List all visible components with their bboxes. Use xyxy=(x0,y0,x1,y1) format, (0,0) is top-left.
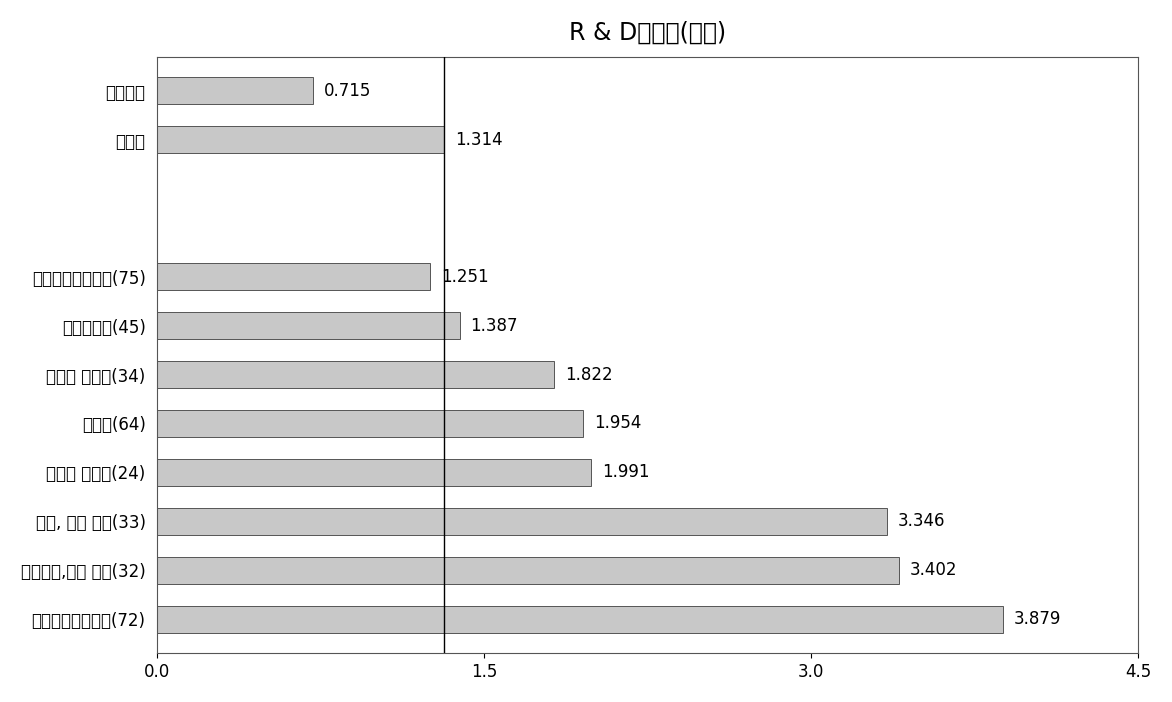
Bar xyxy=(157,361,554,388)
Bar xyxy=(157,557,899,584)
Title: R & D집약도(평균): R & D집약도(평균) xyxy=(570,21,727,45)
Text: 1.822: 1.822 xyxy=(565,366,613,383)
Text: 3.402: 3.402 xyxy=(909,562,958,579)
Bar xyxy=(157,263,430,290)
Bar xyxy=(157,77,313,104)
Text: 1.991: 1.991 xyxy=(602,463,649,482)
Text: 3.879: 3.879 xyxy=(1014,610,1061,628)
Text: 0.715: 0.715 xyxy=(325,81,372,100)
Bar xyxy=(157,126,444,153)
Bar xyxy=(157,410,584,437)
Text: 3.346: 3.346 xyxy=(898,512,945,530)
Text: 1.251: 1.251 xyxy=(441,267,489,286)
Bar xyxy=(157,508,886,535)
Bar xyxy=(157,459,591,486)
Text: 1.954: 1.954 xyxy=(594,414,641,432)
Bar xyxy=(157,606,1003,633)
Text: 1.314: 1.314 xyxy=(455,131,503,149)
Text: 1.387: 1.387 xyxy=(470,317,518,335)
Bar xyxy=(157,312,459,339)
